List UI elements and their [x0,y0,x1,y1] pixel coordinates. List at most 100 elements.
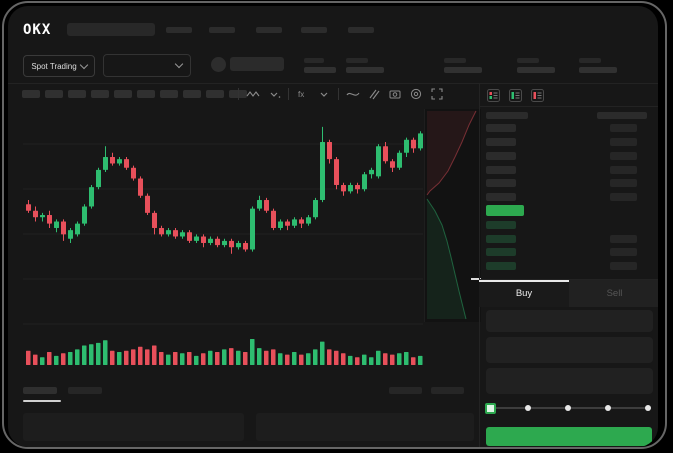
bid-price[interactable] [486,221,516,229]
bottom-action-placeholder[interactable] [431,387,464,394]
toolbar-separator [238,88,239,100]
ticker-stat-label [346,58,368,63]
ask-amount [610,193,637,201]
interval-chevron-icon[interactable] [267,87,281,101]
orderbook-view-toggles [487,89,544,107]
ask-amount [610,138,637,146]
buy-submit-button[interactable] [486,427,652,446]
pair-selector-dropdown[interactable] [103,54,191,77]
ticker-stat-value [304,67,336,73]
nav-item[interactable] [256,27,282,33]
slider-stop-75pct[interactable] [605,405,611,411]
orderbook-amount-header [597,112,647,119]
order-total-field[interactable] [486,368,653,394]
app-window: OKX Spot Trading fx Buy [8,6,658,447]
chart-toolbar-item[interactable] [45,90,63,98]
bottom-tab-open-orders[interactable] [23,387,57,394]
toolbar-separator [338,88,339,100]
chevron-down-icon [174,59,184,69]
ticker-stat-label [517,58,539,63]
measure-icon[interactable] [367,87,381,101]
nav-item[interactable] [166,27,192,33]
okx-logo: OKX [23,22,52,38]
coin-icon [211,57,226,72]
book-both-icon[interactable] [487,89,500,107]
bottom-panel-left [23,413,244,441]
line-tool-icon[interactable] [346,87,360,101]
header-divider [8,83,658,84]
slider-stop-50pct[interactable] [565,405,571,411]
ask-price[interactable] [486,138,516,146]
tab-sell[interactable]: Sell [569,280,658,307]
chevron-down-icon [79,60,88,69]
ask-price[interactable] [486,166,516,174]
bid-price[interactable] [486,262,516,270]
bid-price[interactable] [486,235,516,243]
candlestick-chart[interactable] [23,107,481,375]
ask-price[interactable] [486,179,516,187]
book-asks-icon[interactable] [531,89,544,107]
nav-item[interactable] [301,27,327,33]
fullscreen-icon[interactable] [430,87,444,101]
bid-price[interactable] [486,248,516,256]
toolbar-separator [288,88,289,100]
indicator-wave-icon[interactable] [246,87,260,101]
chart-toolbar-item[interactable] [114,90,132,98]
ticker-stat-value [517,67,555,73]
settings-gear-icon[interactable] [409,87,423,101]
amount-percent-slider[interactable] [485,401,657,415]
svg-text:fx: fx [298,90,304,99]
panel-divider [479,84,480,447]
chart-toolbar-item[interactable] [160,90,178,98]
ticker-stat-label [444,58,466,63]
ask-amount [610,166,637,174]
slider-stop-0pct[interactable] [485,403,496,414]
chart-toolbar-icons: fx [238,86,444,102]
nav-item[interactable] [209,27,235,33]
orderbook-bottom-divider [479,279,658,280]
ticker-stat-value [579,67,617,73]
bottom-tab-history[interactable] [68,387,102,394]
trade-tabs: Buy Sell [479,280,658,307]
bottom-action-placeholder[interactable] [389,387,422,394]
fx-indicator-icon[interactable]: fx [296,87,310,101]
chevron-down-icon[interactable] [317,87,331,101]
nav-item[interactable] [348,27,374,33]
order-price-field[interactable] [486,310,653,332]
orderbook-divider [479,106,658,107]
chart-toolbar-item[interactable] [22,90,40,98]
book-bids-icon[interactable] [509,89,522,107]
ticker-stat-label [579,58,601,63]
bottom-active-tab-underline [23,400,61,402]
camera-icon[interactable] [388,87,402,101]
ask-amount [610,179,637,187]
ticker-stat-value [444,67,482,73]
bottom-panel-right [256,413,474,441]
slider-stop-100pct[interactable] [645,405,651,411]
active-tab-indicator [479,280,569,282]
ask-amount [610,124,637,132]
market-type-dropdown[interactable]: Spot Trading [23,55,95,77]
ask-price[interactable] [486,124,516,132]
ask-amount [610,152,637,160]
chart-toolbar-item[interactable] [137,90,155,98]
slider-stop-25pct[interactable] [525,405,531,411]
ask-price[interactable] [486,152,516,160]
market-type-label: Spot Trading [31,61,77,71]
ticker-stat-value [346,67,384,73]
bid-amount [610,248,637,256]
chart-toolbar-item[interactable] [91,90,109,98]
bid-amount [610,262,637,270]
ticker-stat-label [304,58,324,63]
last-price-highlight[interactable] [486,205,524,216]
tab-buy[interactable]: Buy [515,288,533,299]
device-frame [2,1,667,449]
last-price-placeholder [230,57,284,71]
chart-toolbar-item[interactable] [206,90,224,98]
order-amount-field[interactable] [486,337,653,363]
ask-price[interactable] [486,193,516,201]
header-search-placeholder[interactable] [67,23,155,36]
chart-toolbar-item[interactable] [68,90,86,98]
orderbook-price-header [486,112,528,119]
chart-toolbar-item[interactable] [183,90,201,98]
